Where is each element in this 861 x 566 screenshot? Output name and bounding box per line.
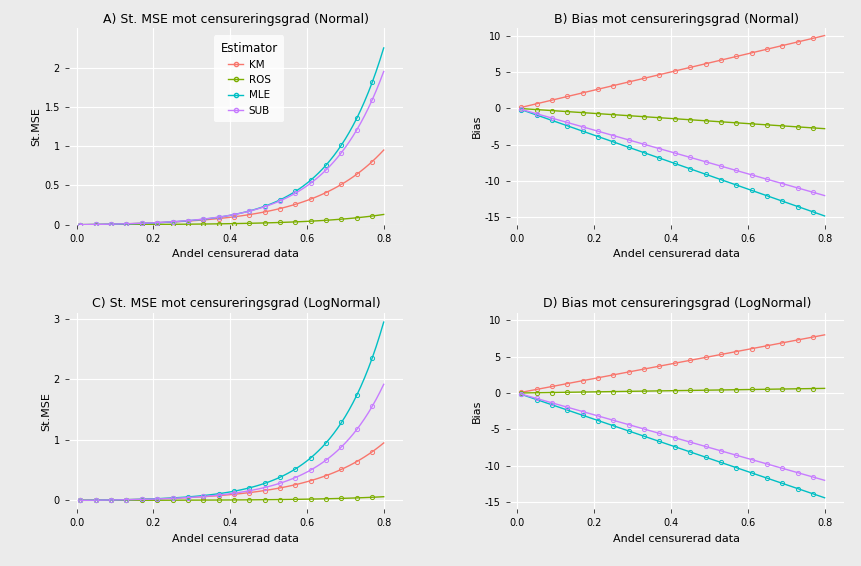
X-axis label: Andel censurerad data: Andel censurerad data (613, 534, 740, 544)
X-axis label: Andel censurerad data: Andel censurerad data (172, 534, 300, 544)
Title: A) St. MSE mot censureringsgrad (Normal): A) St. MSE mot censureringsgrad (Normal) (102, 13, 369, 25)
X-axis label: Andel censurerad data: Andel censurerad data (613, 249, 740, 259)
Y-axis label: Bias: Bias (472, 400, 482, 423)
X-axis label: Andel censurerad data: Andel censurerad data (172, 249, 300, 259)
Y-axis label: St.MSE: St.MSE (40, 392, 51, 431)
Title: D) Bias mot censureringsgrad (LogNormal): D) Bias mot censureringsgrad (LogNormal) (542, 298, 811, 311)
Title: B) Bias mot censureringsgrad (Normal): B) Bias mot censureringsgrad (Normal) (554, 13, 799, 25)
Legend: KM, ROS, MLE, SUB: KM, ROS, MLE, SUB (214, 36, 284, 122)
Y-axis label: St.MSE: St.MSE (32, 107, 41, 146)
Title: C) St. MSE mot censureringsgrad (LogNormal): C) St. MSE mot censureringsgrad (LogNorm… (91, 298, 381, 311)
Y-axis label: Bias: Bias (472, 115, 482, 138)
